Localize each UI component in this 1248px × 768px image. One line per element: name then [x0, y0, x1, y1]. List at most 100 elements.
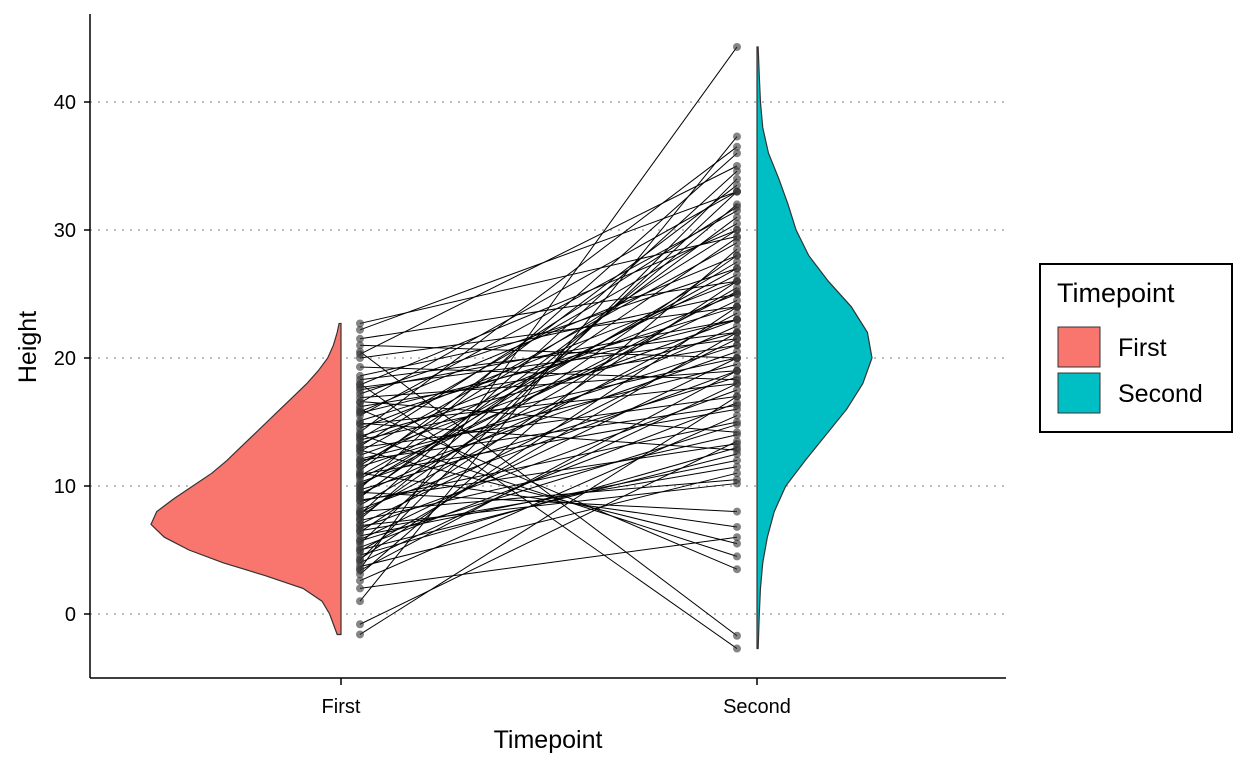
pair-line	[359, 191, 738, 331]
legend-label-first: First	[1118, 334, 1167, 362]
point-second	[733, 302, 741, 311]
point-first	[356, 409, 364, 418]
pair-line	[359, 453, 738, 551]
point-second	[733, 469, 741, 478]
point-second	[733, 539, 741, 548]
point-first	[356, 419, 364, 428]
pair-line	[359, 223, 738, 440]
point-first	[356, 576, 364, 585]
point-second	[733, 375, 741, 384]
point-second	[733, 258, 741, 266]
pair-line	[359, 152, 738, 489]
point-second	[733, 245, 741, 254]
point-first	[356, 325, 364, 334]
point-first	[356, 341, 364, 350]
point-first	[356, 319, 364, 328]
point-second	[733, 309, 741, 318]
pair-line	[359, 472, 738, 568]
point-second	[733, 507, 741, 516]
pair-line	[359, 344, 738, 468]
point-second	[733, 296, 741, 305]
point-first	[356, 630, 364, 639]
legend: Timepoint First Second	[1039, 263, 1233, 433]
pair-line	[359, 344, 738, 408]
point-second	[733, 411, 741, 420]
point-second	[733, 428, 741, 437]
pair-line	[359, 466, 738, 532]
x-ticks: First Second	[322, 678, 791, 718]
y-tick-label-40: 40	[54, 92, 76, 114]
point-second	[733, 479, 741, 488]
y-tick-label-10: 10	[54, 476, 76, 498]
density-second	[756, 46, 873, 650]
point-second	[733, 533, 741, 542]
point-second	[733, 366, 741, 375]
pair-line	[359, 395, 738, 635]
pair-line	[359, 229, 738, 466]
pair-line	[359, 366, 738, 381]
point-first	[356, 584, 364, 593]
point-second	[733, 644, 741, 653]
pair-line	[359, 422, 738, 451]
point-second	[733, 522, 741, 531]
point-second	[733, 334, 741, 343]
pair-line	[359, 351, 738, 637]
pair-line	[359, 357, 738, 541]
pair-line	[359, 331, 738, 381]
pair-line	[359, 178, 738, 561]
pair-line	[359, 482, 738, 527]
y-tick-label-0: 0	[65, 604, 76, 626]
pair-line	[359, 293, 738, 377]
x-axis-title: Timepoint	[494, 726, 603, 754]
pair-line	[359, 280, 738, 340]
point-second	[733, 439, 741, 448]
pair-line	[359, 306, 738, 359]
point-second	[733, 287, 741, 296]
point-second	[733, 341, 741, 350]
pair-line	[359, 383, 738, 426]
point-second	[733, 462, 741, 471]
pair-line	[359, 479, 738, 513]
point-first	[356, 546, 364, 554]
y-ticks: 0 10 20 30 40	[54, 92, 90, 626]
point-second	[733, 202, 741, 211]
pair-line	[359, 338, 738, 388]
pair-line	[359, 415, 738, 582]
point-first	[356, 620, 364, 629]
point-first	[356, 347, 364, 356]
point-second	[733, 446, 741, 455]
point-second	[733, 315, 741, 324]
point-second	[733, 328, 741, 337]
point-second	[733, 142, 741, 151]
pair-line	[359, 443, 738, 501]
y-tick-label-20: 20	[54, 348, 76, 370]
point-first	[356, 362, 364, 371]
pair-line	[359, 204, 738, 520]
point-first	[356, 442, 364, 451]
pair-line	[359, 424, 738, 542]
point-first	[356, 434, 364, 443]
pair-line	[359, 191, 738, 544]
point-second	[733, 251, 741, 260]
point-second	[733, 174, 741, 183]
pair-line	[359, 370, 738, 571]
pair-line	[359, 46, 738, 570]
legend-key-second	[1057, 372, 1101, 414]
point-first	[356, 556, 364, 565]
point-second	[733, 347, 741, 356]
point-second	[733, 456, 741, 465]
pair-line	[359, 165, 738, 355]
legend-label-second: Second	[1118, 380, 1203, 408]
point-first	[356, 565, 364, 574]
point-second	[733, 565, 741, 574]
legend-key-first	[1057, 326, 1101, 368]
point-second	[733, 420, 741, 429]
point-second	[733, 401, 741, 410]
density-clouds	[150, 46, 873, 650]
point-first	[356, 597, 364, 606]
pair-line	[359, 383, 738, 564]
point-second	[733, 354, 741, 362]
axes	[89, 14, 1006, 679]
y-tick-label-30: 30	[54, 220, 76, 242]
